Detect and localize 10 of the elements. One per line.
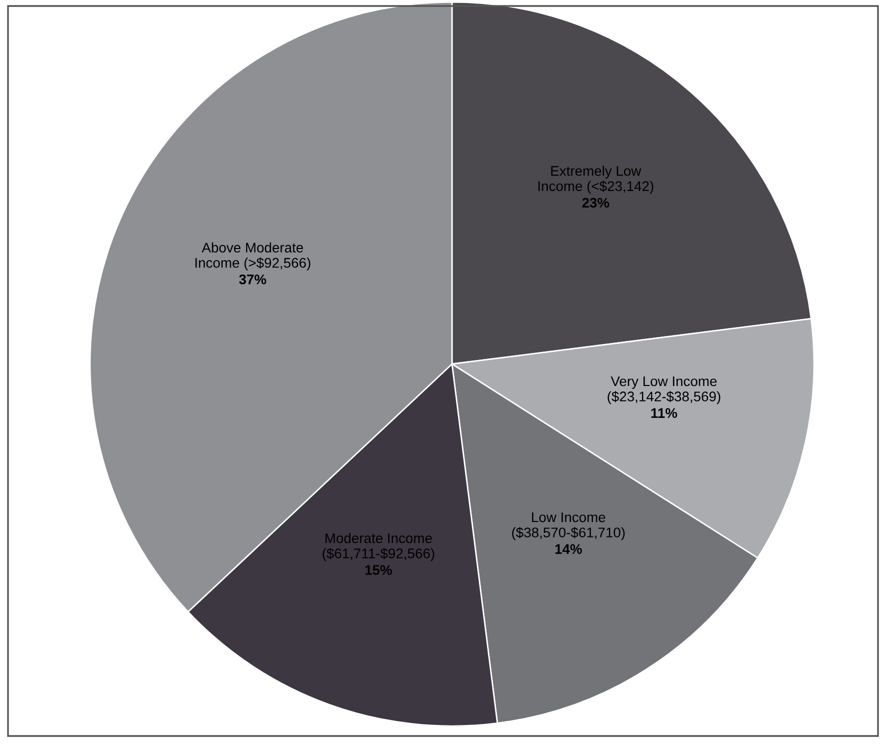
slice-label: Above Moderate Income (>$92,566) [195,242,310,270]
data-label: 15% [365,565,392,575]
data-label: 23% [582,198,610,208]
data-label: 11% [651,408,678,418]
slice-label: Extremely Low Income (<$23,142) [538,166,654,194]
slice-label: Very Low Income ($23,142-$38,569) [608,376,720,404]
data-label: 14% [555,544,582,554]
slice-label: Low Income ($38,570-$61,710) [512,512,625,540]
slice-label: Moderate Income ($61,711-$92,566) [322,532,434,562]
data-label: 37% [239,274,266,284]
